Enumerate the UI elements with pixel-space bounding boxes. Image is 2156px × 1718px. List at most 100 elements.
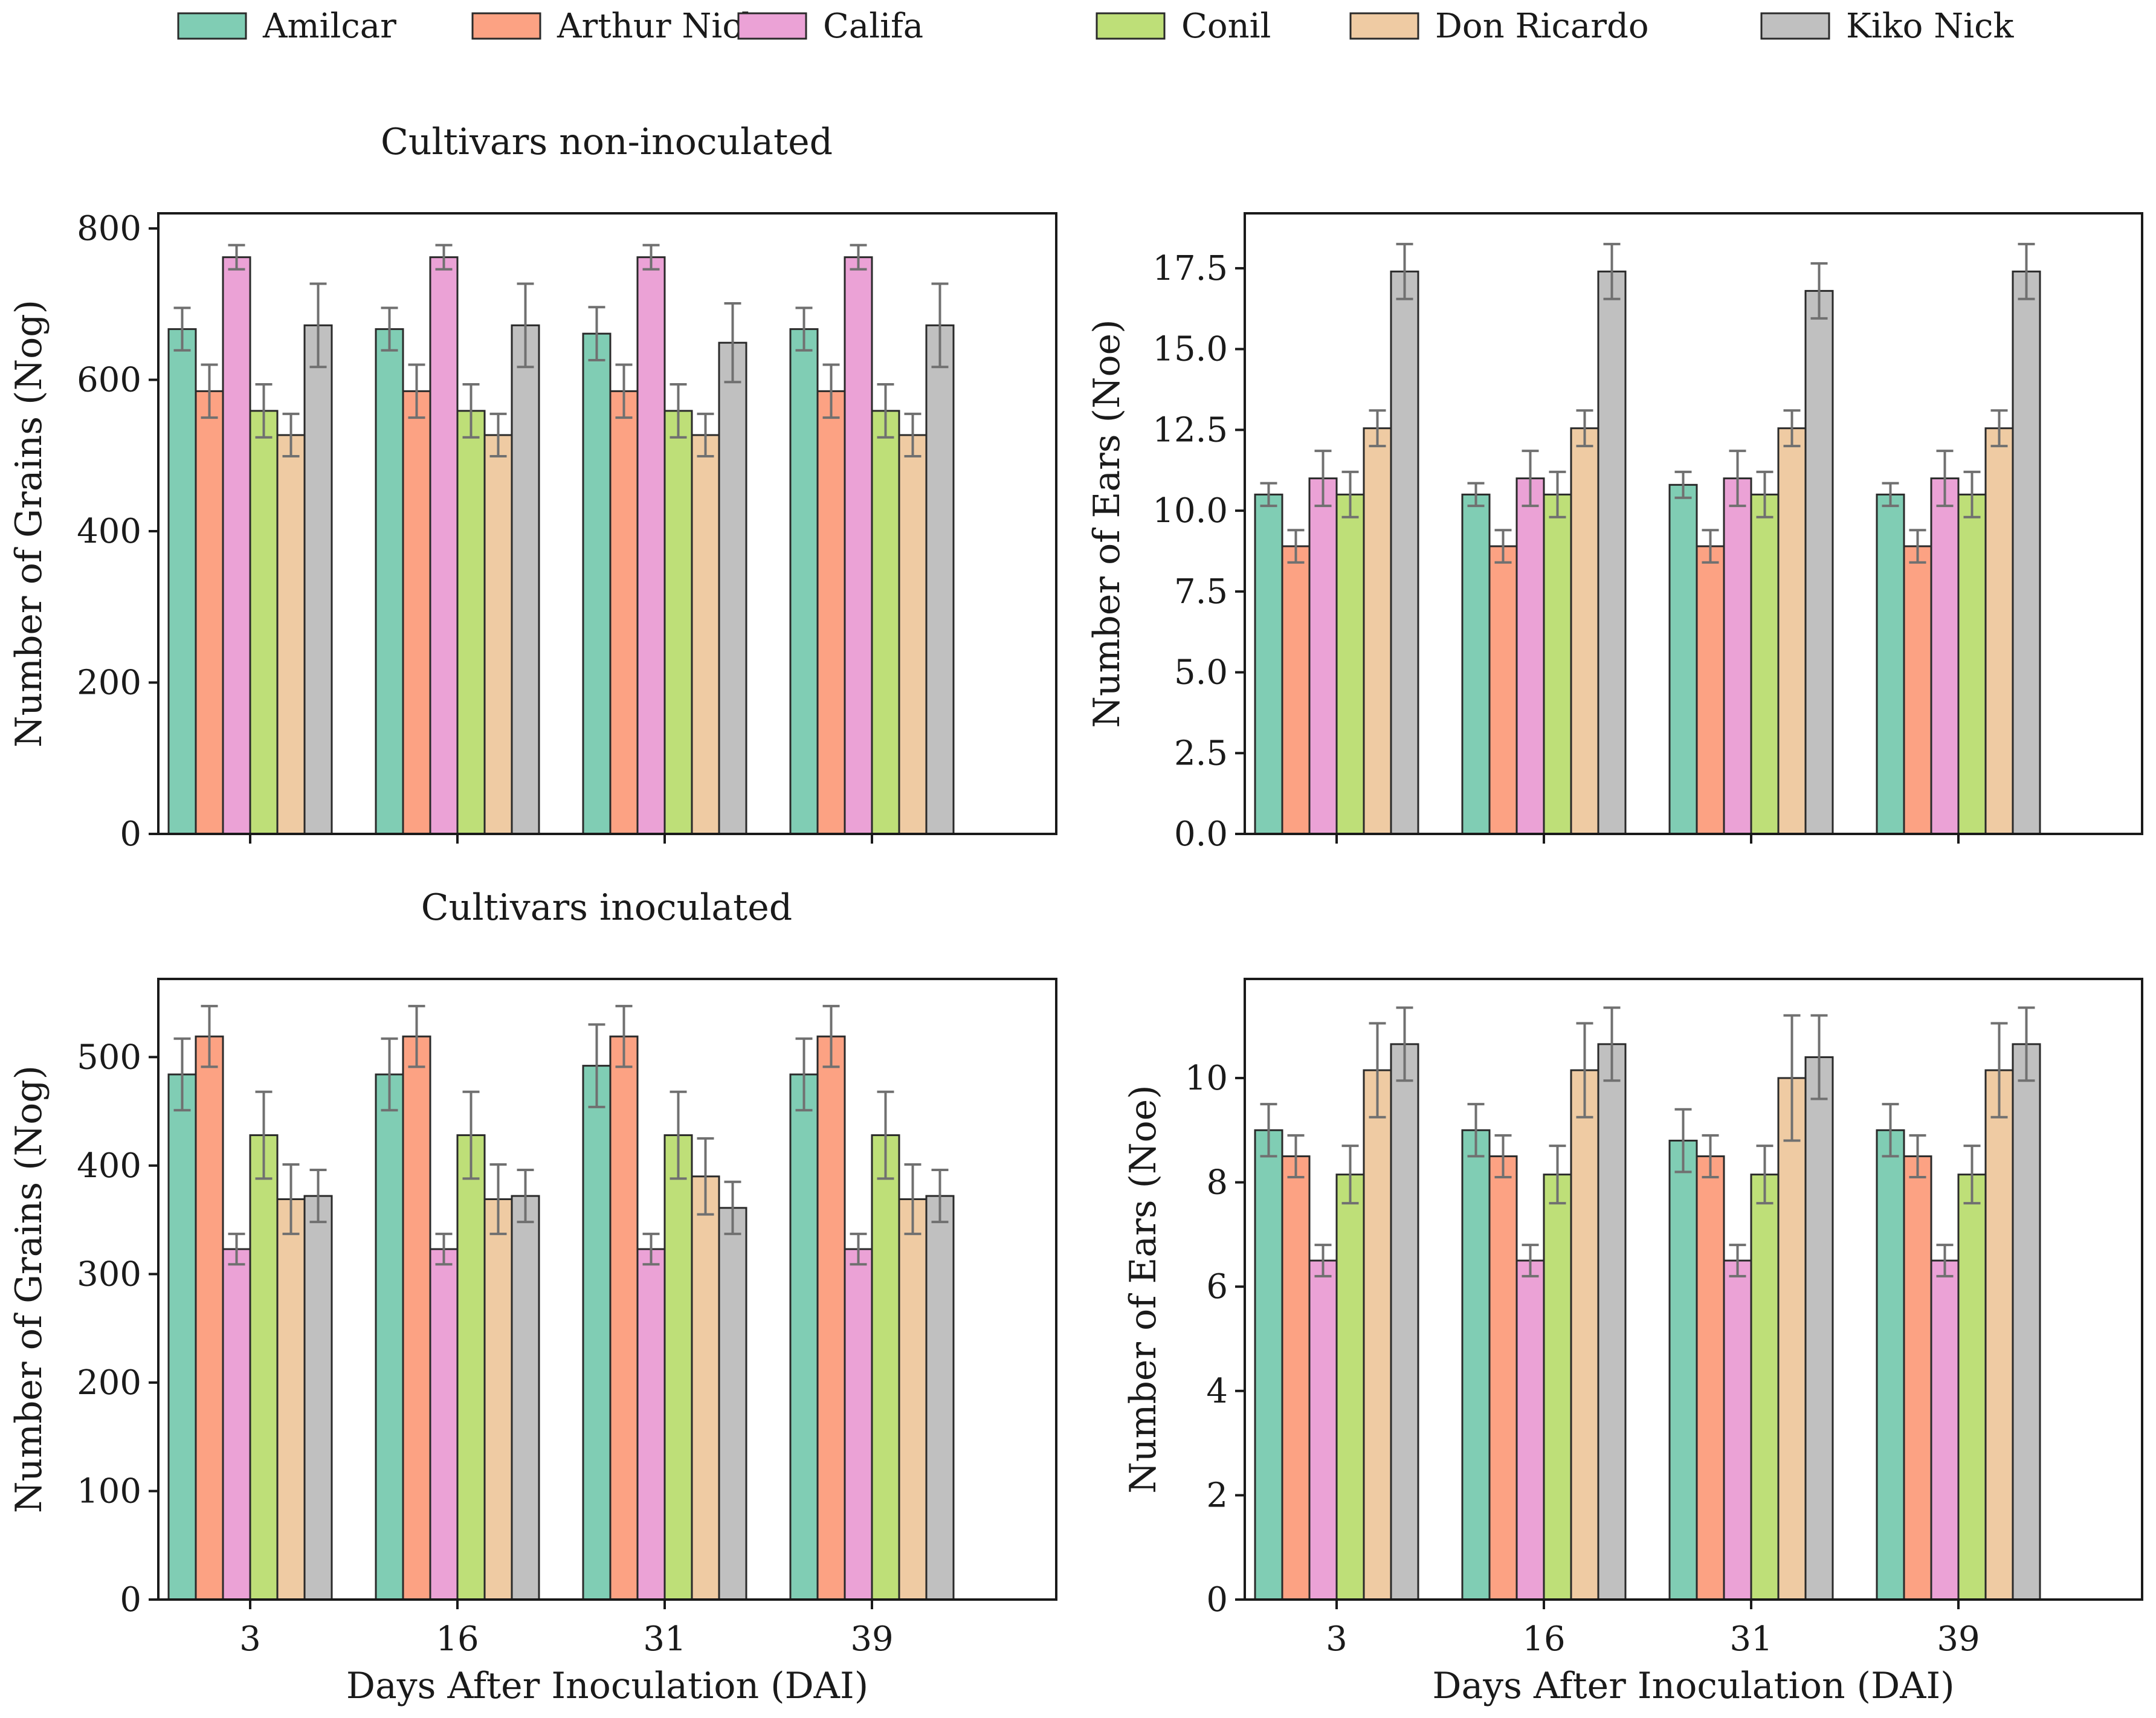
error-bar-don-ricardo-dai-39 xyxy=(904,1163,921,1235)
bar-arthur-nick-dai-16 xyxy=(1488,1155,1518,1601)
y-tick-label: 0 xyxy=(120,815,141,854)
bars xyxy=(1254,1006,2041,1601)
error-bar-conil-dai-31 xyxy=(1756,470,1774,518)
error-bar-amilcar-dai-39 xyxy=(795,306,813,352)
bar-kiko-nick-dai-31 xyxy=(718,1207,747,1601)
error-bar-don-ricardo-dai-3 xyxy=(282,412,300,458)
panel-ears-non-inoculated: 0.0 2.5 5.0 7.5 10.0 12.5 15.0 17.5 Number of Ea… xyxy=(1086,212,2143,854)
error-bar-amilcar-dai-3 xyxy=(1260,1103,1277,1158)
bar-conil-dai-31 xyxy=(1750,493,1780,835)
legend-entry-califa: Califa xyxy=(737,7,923,46)
error-bar-amilcar-dai-39 xyxy=(1882,482,1899,508)
y-tick-label: 5.0 xyxy=(1174,653,1228,693)
bar-conil-dai-16 xyxy=(1543,493,1572,835)
x-tick-label: 31 xyxy=(1729,1620,1772,1659)
bar-don-ricardo-dai-39 xyxy=(1984,427,2014,835)
bar-conil-dai-31 xyxy=(663,1134,693,1601)
plot-frame xyxy=(1244,978,2143,1601)
bar-don-ricardo-dai-31 xyxy=(1777,427,1807,835)
bar-arthur-nick-dai-16 xyxy=(402,390,431,835)
error-bar-kiko-nick-dai-3 xyxy=(1396,1006,1413,1082)
error-bar-califa-dai-3 xyxy=(228,244,245,271)
legend-entry-kiko-nick: Kiko Nick xyxy=(1760,7,2014,46)
y-tick-label: 200 xyxy=(77,1363,141,1403)
bar-arthur-nick-dai-39 xyxy=(1903,545,1932,835)
error-bar-amilcar-dai-39 xyxy=(795,1037,813,1112)
error-bar-conil-dai-16 xyxy=(462,383,480,439)
x-tick-label: 39 xyxy=(850,1620,893,1659)
bar-amilcar-dai-39 xyxy=(1876,1129,1905,1601)
panel-title: Cultivars non-inoculated xyxy=(381,121,833,163)
bar-amilcar-dai-31 xyxy=(582,332,612,835)
error-bar-arthur-nick-dai-3 xyxy=(1287,1134,1305,1178)
error-bar-don-ricardo-dai-16 xyxy=(1576,1022,1593,1119)
bar-califa-dai-39 xyxy=(1930,1259,1960,1601)
error-bar-califa-dai-39 xyxy=(1936,450,1954,508)
error-bar-don-ricardo-dai-16 xyxy=(489,412,507,458)
bar-amilcar-dai-31 xyxy=(1668,483,1698,835)
x-tick-label: 39 xyxy=(1937,1620,1980,1659)
bar-arthur-nick-dai-16 xyxy=(402,1035,431,1601)
error-bar-conil-dai-31 xyxy=(670,1090,687,1180)
bar-califa-dai-39 xyxy=(844,1248,873,1601)
bar-amilcar-dai-31 xyxy=(1668,1140,1698,1601)
error-bar-kiko-nick-dai-16 xyxy=(1603,242,1621,300)
bar-amilcar-dai-3 xyxy=(167,328,197,835)
error-bar-califa-dai-16 xyxy=(1522,450,1539,508)
error-bar-don-ricardo-dai-31 xyxy=(697,412,714,458)
y-tick-label: 0 xyxy=(1206,1580,1228,1620)
error-bar-don-ricardo-dai-31 xyxy=(1783,1014,1801,1142)
bar-arthur-nick-dai-31 xyxy=(609,390,639,835)
y-tick-label: 12.5 xyxy=(1152,410,1228,450)
error-bar-amilcar-dai-16 xyxy=(381,1037,398,1112)
bar-arthur-nick-dai-3 xyxy=(1281,545,1311,835)
y-tick-label: 7.5 xyxy=(1174,572,1228,612)
bar-amilcar-dai-16 xyxy=(375,1073,404,1601)
error-bar-kiko-nick-dai-16 xyxy=(1603,1006,1621,1082)
y-tick-label: 2 xyxy=(1206,1476,1228,1515)
error-bar-califa-dai-31 xyxy=(1729,1244,1746,1277)
error-bar-arthur-nick-dai-16 xyxy=(408,363,425,419)
bar-arthur-nick-dai-3 xyxy=(195,390,224,835)
error-bar-conil-dai-16 xyxy=(1549,470,1566,518)
error-bar-amilcar-dai-31 xyxy=(1674,470,1692,499)
bar-conil-dai-39 xyxy=(1957,493,1987,835)
y-tick-label: 10 xyxy=(1185,1059,1228,1098)
error-bar-don-ricardo-dai-39 xyxy=(904,412,921,458)
bar-kiko-nick-dai-3 xyxy=(303,324,333,835)
error-bar-arthur-nick-dai-39 xyxy=(1909,529,1926,564)
panel-ears-inoculated: 0 2 4 6 8 10 3 16 31 39 Number of Ears (Noe) Days A… xyxy=(1122,978,2143,1707)
error-bar-arthur-nick-dai-39 xyxy=(1909,1134,1926,1178)
error-bar-kiko-nick-dai-3 xyxy=(1396,242,1413,300)
bar-kiko-nick-dai-16 xyxy=(1597,1043,1627,1601)
error-bar-arthur-nick-dai-3 xyxy=(1287,529,1305,564)
bar-conil-dai-39 xyxy=(1957,1174,1987,1601)
bar-conil-dai-31 xyxy=(663,410,693,835)
bar-amilcar-dai-3 xyxy=(1254,493,1283,835)
bar-kiko-nick-dai-39 xyxy=(2012,1043,2041,1601)
legend-entry-don-ricardo: Don Ricardo xyxy=(1349,7,1649,46)
error-bar-arthur-nick-dai-31 xyxy=(1702,1134,1719,1178)
error-bar-califa-dai-3 xyxy=(1314,1244,1332,1277)
error-bar-arthur-nick-dai-31 xyxy=(615,1004,633,1068)
bar-kiko-nick-dai-31 xyxy=(1804,1056,1834,1601)
error-bar-amilcar-dai-16 xyxy=(381,306,398,352)
bar-kiko-nick-dai-16 xyxy=(511,1195,540,1601)
bar-don-ricardo-dai-39 xyxy=(1984,1069,2014,1601)
error-bar-arthur-nick-dai-39 xyxy=(822,1004,840,1068)
error-bar-kiko-nick-dai-31 xyxy=(724,302,741,384)
y-tick-label: 6 xyxy=(1206,1267,1228,1306)
error-bar-conil-dai-3 xyxy=(1341,1145,1359,1205)
error-bar-califa-dai-16 xyxy=(1522,1244,1539,1277)
bar-califa-dai-16 xyxy=(1515,477,1545,835)
legend-swatch-don-ricardo xyxy=(1349,12,1419,40)
bar-kiko-nick-dai-39 xyxy=(925,324,955,835)
bar-don-ricardo-dai-16 xyxy=(483,1198,513,1601)
error-bar-amilcar-dai-39 xyxy=(1882,1103,1899,1158)
error-bar-amilcar-dai-3 xyxy=(1260,482,1277,508)
error-bar-califa-dai-39 xyxy=(850,1232,867,1266)
error-bar-califa-dai-31 xyxy=(1729,450,1746,508)
error-bar-califa-dai-3 xyxy=(1314,450,1332,508)
x-tick-label: 16 xyxy=(1522,1620,1565,1659)
bar-arthur-nick-dai-3 xyxy=(195,1035,224,1601)
